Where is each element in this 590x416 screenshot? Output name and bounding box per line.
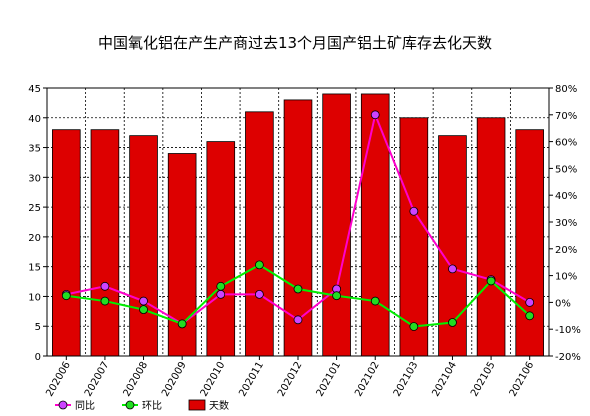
point-环比-202106 — [525, 311, 535, 321]
x-tick-label: 202101 — [315, 360, 344, 399]
bar-202101 — [322, 93, 351, 357]
left-tick-label: 0 — [35, 352, 41, 363]
right-tick-label: 20% — [555, 245, 577, 256]
x-tick-label: 202011 — [237, 360, 266, 399]
x-tick-label: 202010 — [199, 360, 228, 399]
right-tick-label: 80% — [555, 84, 577, 95]
point-同比-202104 — [448, 264, 457, 274]
legend-swatch-天数 — [188, 399, 206, 411]
x-tick-label: 202103 — [392, 360, 421, 399]
point-环比-202101 — [332, 291, 342, 301]
bar-202008 — [129, 135, 158, 357]
right-tick-label: 50% — [555, 164, 577, 175]
point-环比-202012 — [293, 284, 303, 294]
x-tick-label: 202007 — [83, 360, 112, 399]
point-同比-202010 — [216, 289, 226, 299]
left-tick-label: 45 — [28, 84, 41, 95]
x-tick-label: 202102 — [353, 360, 382, 399]
legend-label-天数: 天数 — [209, 399, 229, 412]
left-tick-label: 35 — [28, 144, 41, 155]
x-tick-label: 202009 — [160, 360, 189, 399]
bar-202010 — [206, 141, 236, 357]
right-tick-label: -10% — [555, 325, 581, 336]
bar-202007 — [90, 129, 120, 357]
left-tick-label: 15 — [28, 263, 41, 274]
right-tick-label: 60% — [555, 138, 577, 149]
bar-202105 — [476, 117, 506, 357]
x-tick-label: 202104 — [430, 360, 459, 399]
point-环比-202103 — [409, 322, 419, 331]
right-tick-label: 40% — [555, 191, 577, 202]
point-同比-202007 — [100, 281, 110, 291]
x-tick-label: 202008 — [122, 360, 151, 399]
point-环比-202006 — [61, 291, 71, 301]
point-环比-202105 — [486, 276, 496, 286]
point-环比-202011 — [254, 260, 264, 270]
point-同比-202106 — [525, 297, 535, 307]
point-同比-202008 — [139, 296, 148, 306]
x-tick-label: 202106 — [508, 360, 537, 399]
left-tick-label: 20 — [28, 233, 41, 244]
left-tick-label: 10 — [28, 292, 41, 303]
left-tick-label: 5 — [35, 322, 41, 333]
legend-label-同比: 同比 — [75, 400, 95, 412]
legend-label-环比: 环比 — [142, 400, 162, 412]
point-同比-202012 — [293, 315, 303, 325]
legend-marker-同比 — [58, 400, 68, 410]
x-tick-label: 202012 — [276, 360, 305, 399]
point-环比-202104 — [448, 318, 457, 327]
x-tick-label: 202006 — [44, 360, 73, 399]
point-环比-202008 — [139, 305, 148, 315]
point-环比-202102 — [370, 296, 380, 306]
x-tick-label: 202105 — [469, 360, 498, 399]
right-tick-label: -20% — [555, 352, 581, 363]
bar-202006 — [52, 129, 81, 357]
point-同比-202011 — [254, 289, 264, 299]
right-tick-label: 0% — [555, 298, 571, 309]
left-tick-label: 40 — [28, 114, 41, 125]
bar-202102 — [360, 93, 390, 357]
point-环比-202010 — [216, 281, 226, 291]
bar-202103 — [399, 117, 429, 357]
chart-title: 中国氧化铝在产生产商过去13个月国产铝土矿库存去化天数 — [97, 34, 493, 52]
right-tick-label: 70% — [555, 111, 577, 122]
point-环比-202009 — [177, 319, 187, 329]
legend-marker-环比 — [125, 400, 135, 410]
point-同比-202103 — [409, 206, 419, 216]
bar-202011 — [245, 111, 274, 357]
left-tick-label: 30 — [28, 173, 41, 184]
left-tick-label: 25 — [28, 203, 41, 214]
point-同比-202102 — [370, 110, 380, 120]
point-环比-202007 — [100, 296, 110, 306]
right-tick-label: 10% — [555, 272, 577, 283]
right-tick-label: 30% — [555, 218, 577, 229]
bar-202106 — [515, 129, 544, 357]
